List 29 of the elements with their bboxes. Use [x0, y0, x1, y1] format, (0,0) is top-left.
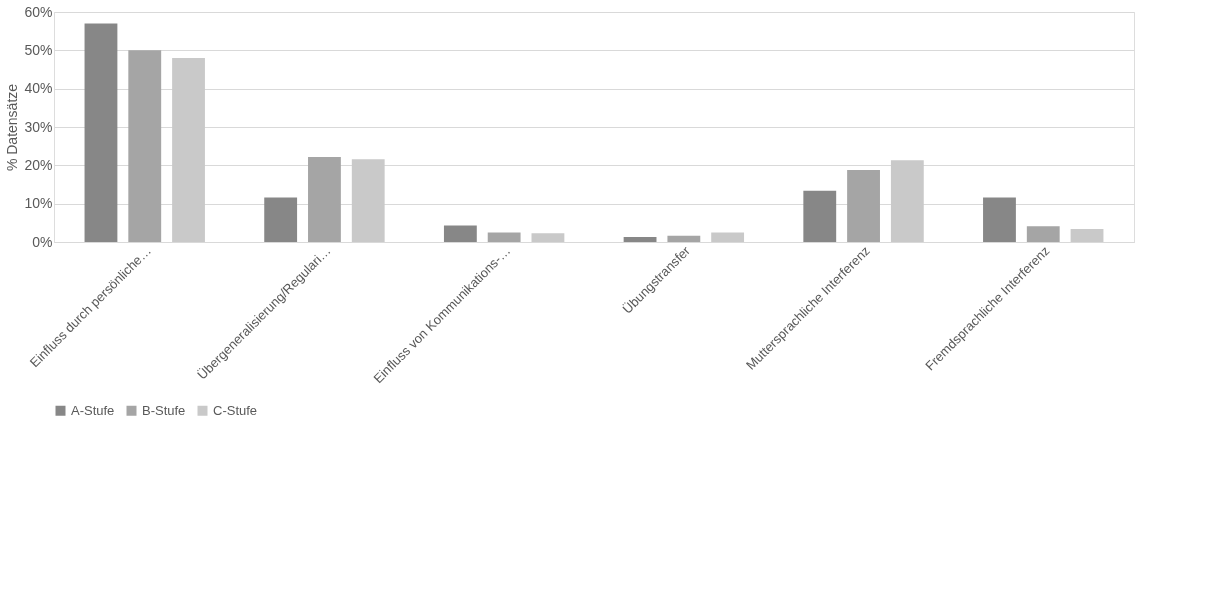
bar — [983, 197, 1016, 242]
bar — [667, 235, 701, 242]
bar — [847, 169, 880, 242]
legend-label: C-Stufe — [213, 402, 258, 418]
y-tick-label: 40% — [24, 80, 53, 97]
bar — [172, 58, 205, 242]
bar — [264, 197, 298, 242]
bar — [487, 232, 521, 242]
y-tick-label: 30% — [24, 118, 53, 135]
bar — [890, 160, 924, 242]
legend-label: B-Stufe — [142, 402, 186, 418]
y-axis-title: % Datensätze — [4, 83, 21, 172]
bar — [1026, 226, 1060, 242]
y-tick-label: 0% — [32, 233, 53, 250]
bar — [531, 233, 565, 242]
bar — [128, 50, 162, 242]
bar — [803, 190, 837, 242]
y-tick-label: 50% — [24, 41, 53, 58]
bar — [308, 156, 341, 242]
bar — [1070, 228, 1104, 242]
legend-label: A-Stufe — [71, 402, 115, 418]
y-tick-label: 60% — [24, 3, 53, 20]
bar — [443, 225, 477, 242]
bar — [711, 232, 745, 242]
y-tick-label: 20% — [24, 156, 53, 173]
bar — [84, 23, 118, 242]
bar — [351, 159, 385, 242]
y-tick-label: 10% — [24, 195, 53, 212]
bar — [623, 237, 657, 242]
